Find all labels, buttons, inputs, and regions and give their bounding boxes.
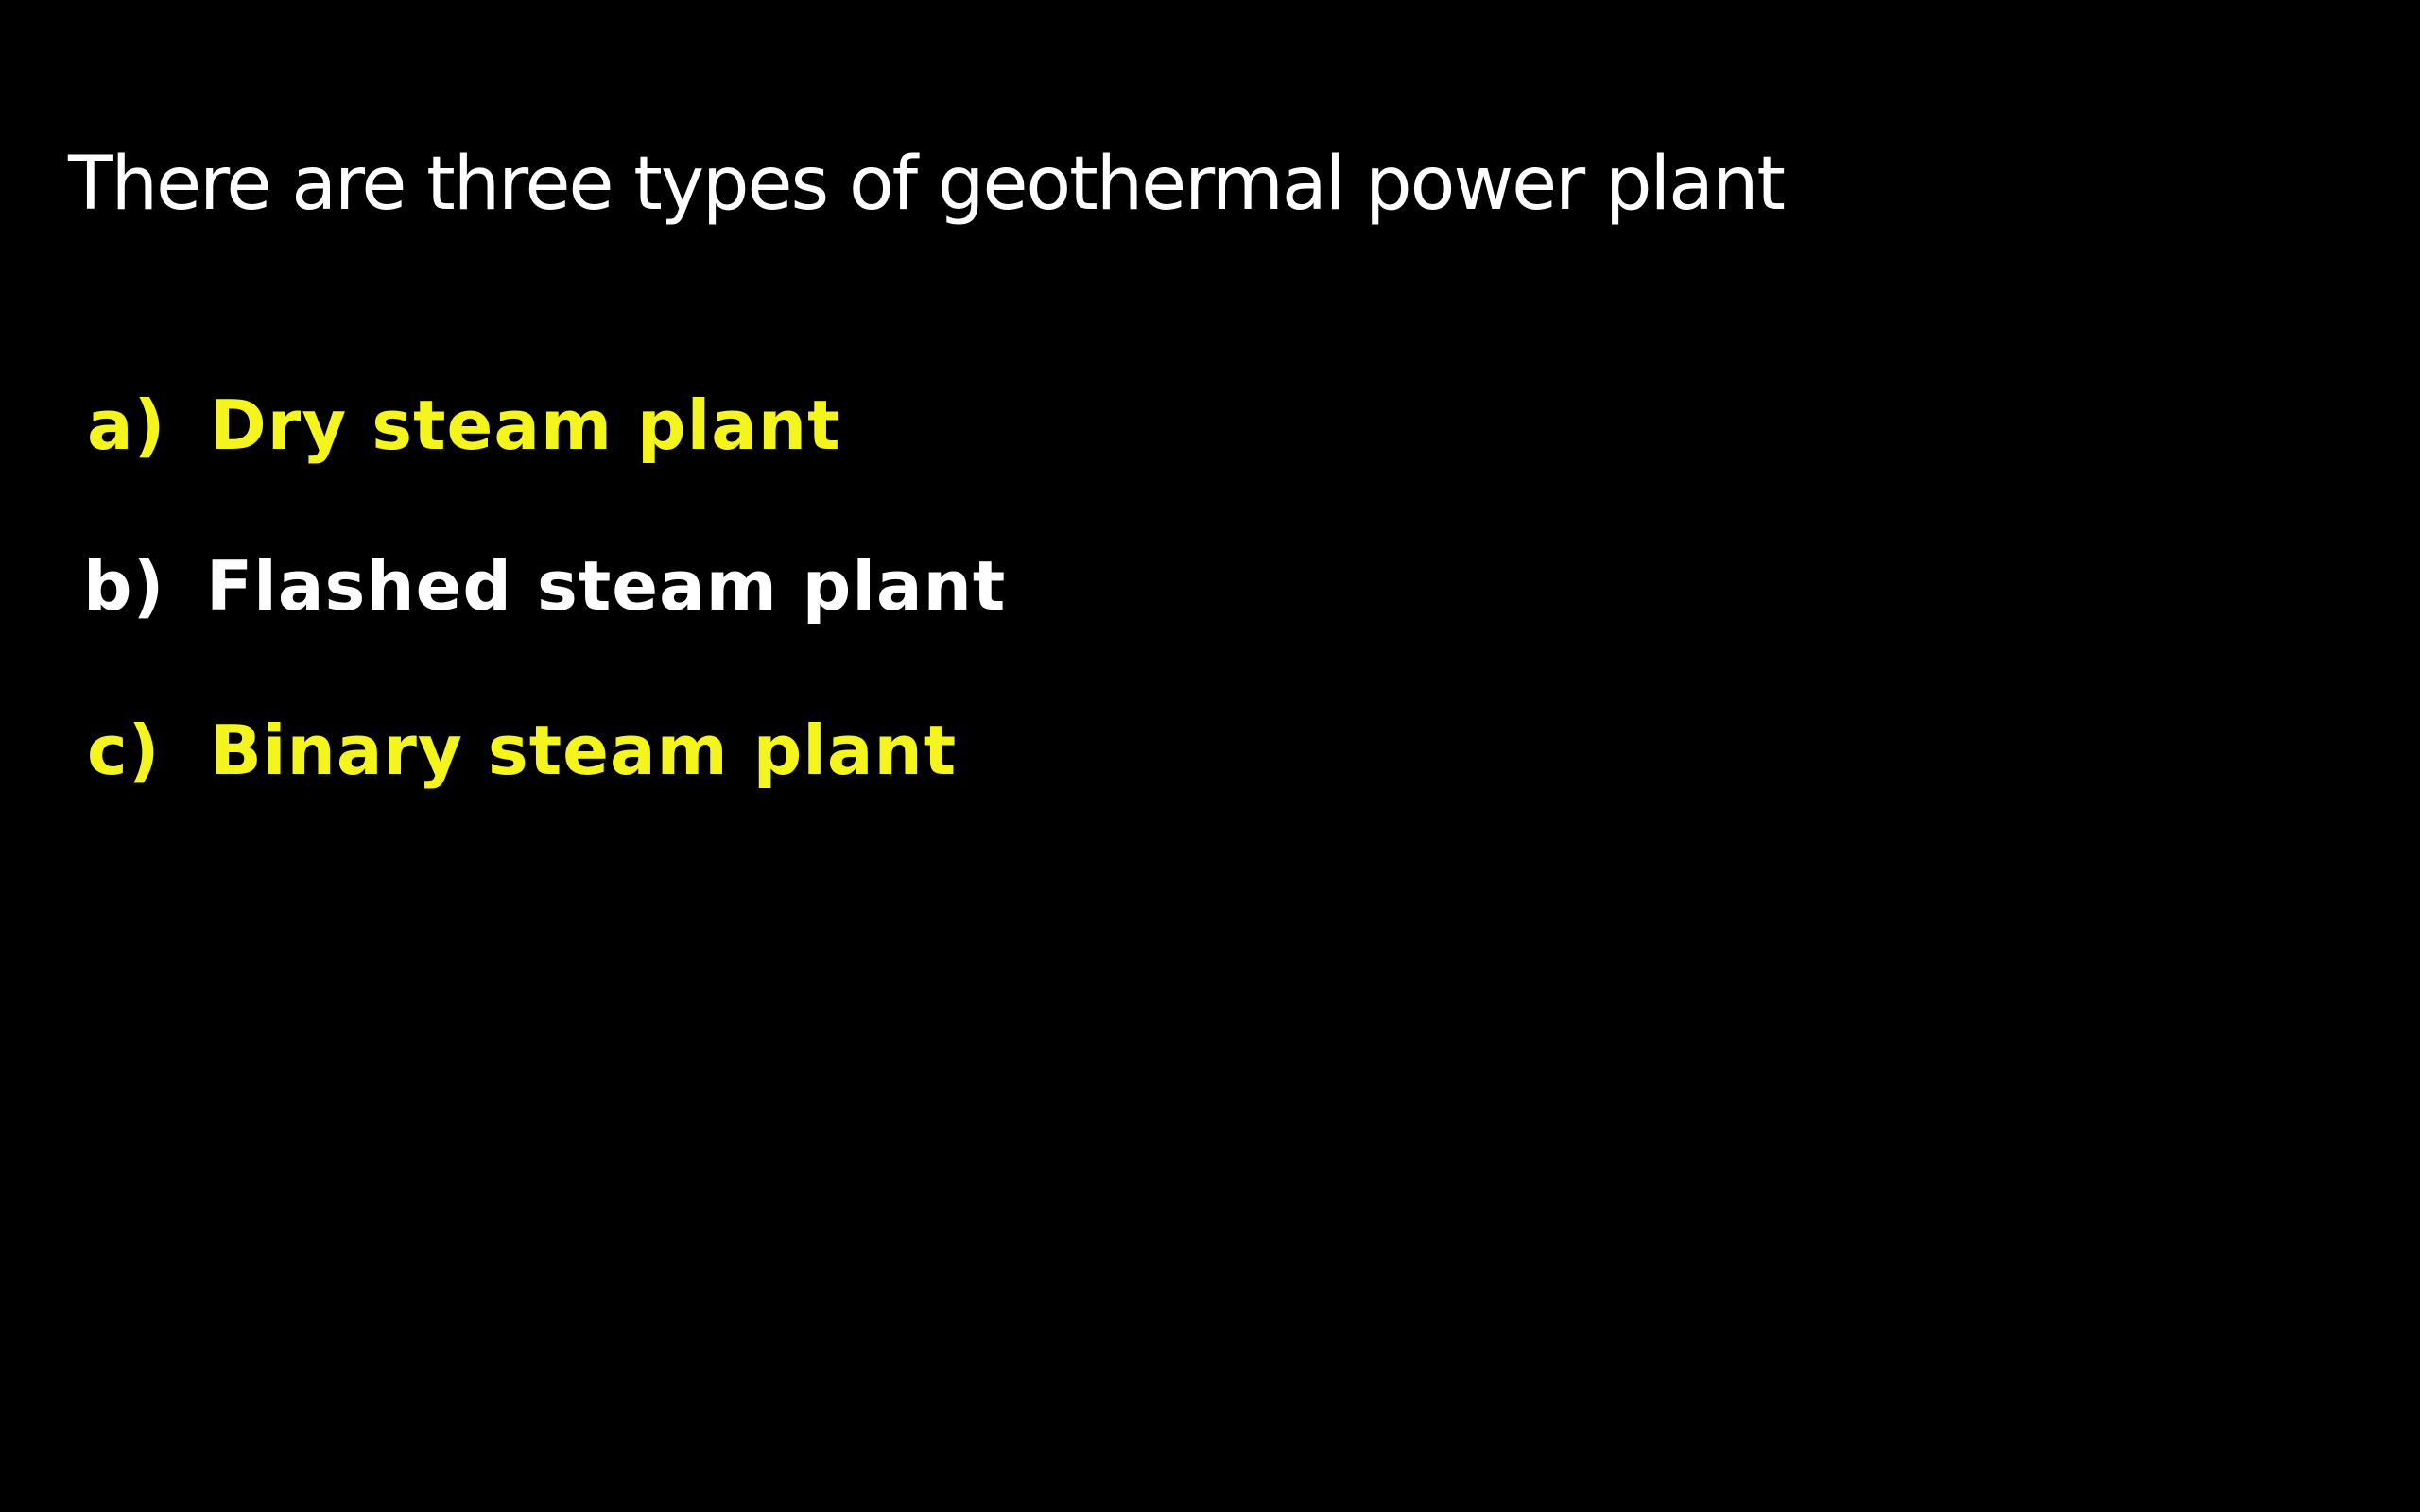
list-label-dry-steam: Dry steam plant bbox=[210, 386, 841, 465]
list-item-dry-steam: a) Dry steam plant bbox=[87, 386, 841, 465]
list-item-flashed-steam: b) Flashed steam plant bbox=[83, 546, 1006, 626]
slide-title: There are three types of geothermal powe… bbox=[68, 142, 1786, 227]
list-marker-b: b) bbox=[83, 546, 165, 626]
list-marker-a: a) bbox=[87, 386, 166, 465]
list-item-binary-steam: c) Binary steam plant bbox=[87, 711, 957, 790]
list-label-flashed-steam: Flashed steam plant bbox=[206, 546, 1007, 626]
list-label-binary-steam: Binary steam plant bbox=[210, 711, 958, 790]
list-marker-c: c) bbox=[87, 711, 161, 790]
